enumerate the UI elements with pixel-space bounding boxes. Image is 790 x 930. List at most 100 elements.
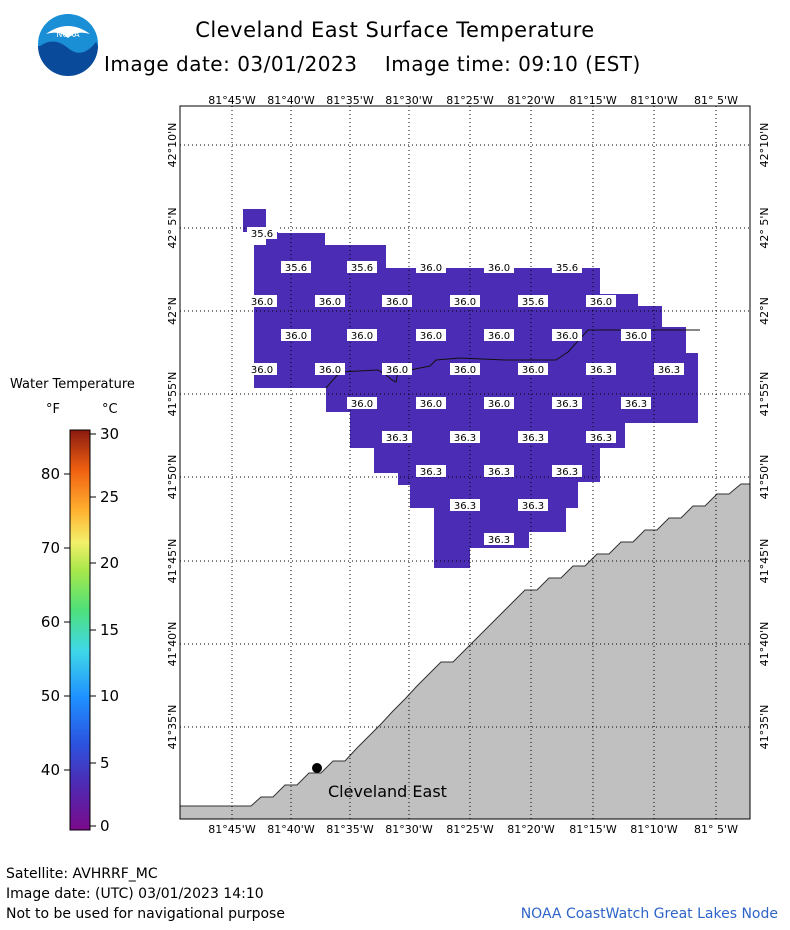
temperature-label: 36.3 <box>518 431 548 444</box>
latitude-label-right: 42° 5'N <box>758 207 771 248</box>
longitude-label-bottom: 81°15'W <box>569 823 617 836</box>
temperature-label: 36.0 <box>621 329 651 342</box>
latitude-label-left: 42°10'N <box>166 123 179 168</box>
temperature-label: 36.0 <box>518 363 548 376</box>
svg-text:36.0: 36.0 <box>488 399 510 410</box>
temperature-labels: 35.6 35.6 35.6 36.0 36.0 35.6 36.0 36.0 36.0 36.0… <box>247 227 684 546</box>
image-date: Image date: 03/01/2023 <box>104 52 358 76</box>
temperature-label: 35.6 <box>281 261 311 274</box>
temperature-label: 36.3 <box>382 431 412 444</box>
latitude-label-left: 41°50'N <box>166 455 179 500</box>
svg-text:35.6: 35.6 <box>351 263 373 274</box>
longitude-labels-top: 81°45'W 81°40'W 81°35'W 81°30'W 81°25'W 81°20… <box>208 94 738 107</box>
svg-text:36.3: 36.3 <box>556 399 578 410</box>
svg-text:36.0: 36.0 <box>522 365 544 376</box>
temperature-label: 36.0 <box>484 261 514 274</box>
svg-text:36.3: 36.3 <box>658 365 680 376</box>
latitude-label-right: 41°50'N <box>758 455 771 500</box>
longitude-label-top: 81°20'W <box>507 94 555 107</box>
svg-text:36.0: 36.0 <box>556 331 578 342</box>
map-frame <box>179 105 751 820</box>
longitude-label-bottom: 81°45'W <box>208 823 256 836</box>
credit-link[interactable]: NOAA CoastWatch Great Lakes Node <box>520 906 778 922</box>
celsius-tick-label: 15 <box>100 621 119 639</box>
lake-water-region <box>180 209 750 819</box>
svg-text:36.0: 36.0 <box>319 297 341 308</box>
image-datetime: Image date: 03/01/2023 Image time: 09:10… <box>104 52 641 76</box>
temperature-label: 36.0 <box>281 329 311 342</box>
temperature-label: 36.0 <box>382 295 412 308</box>
svg-text:36.0: 36.0 <box>386 297 408 308</box>
temperature-label: 36.3 <box>552 397 582 410</box>
temperature-label: 35.6 <box>247 227 277 240</box>
latitude-label-right: 41°40'N <box>758 622 771 667</box>
longitude-label-top: 81°10'W <box>630 94 678 107</box>
legend-unit-fahrenheit: °F <box>46 402 60 417</box>
fahrenheit-tick-label: 60 <box>41 613 60 631</box>
temperature-label: 36.0 <box>552 329 582 342</box>
svg-text:35.6: 35.6 <box>285 263 307 274</box>
temperature-label: 36.0 <box>484 329 514 342</box>
temperature-label: 36.0 <box>315 363 345 376</box>
svg-text:36.3: 36.3 <box>590 433 612 444</box>
temperature-label: 36.0 <box>450 295 480 308</box>
svg-text:36.3: 36.3 <box>522 433 544 444</box>
latitude-label-right: 42°N <box>758 297 771 325</box>
coastline <box>180 483 750 807</box>
temperature-label: 36.3 <box>654 363 684 376</box>
svg-text:36.0: 36.0 <box>319 365 341 376</box>
longitude-label-bottom: 81°20'W <box>507 823 555 836</box>
svg-text:36.0: 36.0 <box>251 365 273 376</box>
legend-title: Water Temperature <box>10 377 135 392</box>
temperature-label: 36.3 <box>416 465 446 478</box>
longitude-label-bottom: 81°35'W <box>326 823 374 836</box>
svg-text:36.0: 36.0 <box>386 365 408 376</box>
satellite-info: Satellite: AVHRRF_MC <box>6 866 158 882</box>
svg-text:36.0: 36.0 <box>454 365 476 376</box>
temperature-map: 81°45'W 81°40'W 81°35'W 81°30'W 81°25'W 81°20… <box>166 94 771 836</box>
temperature-label: 36.3 <box>552 465 582 478</box>
temperature-label: 35.6 <box>518 295 548 308</box>
latitude-label-left: 41°55'N <box>166 372 179 417</box>
svg-text:36.0: 36.0 <box>251 297 273 308</box>
temperature-label: 36.3 <box>518 499 548 512</box>
longitude-label-bottom: 81°10'W <box>630 823 678 836</box>
latitude-label-right: 42°10'N <box>758 123 771 168</box>
svg-text:36.0: 36.0 <box>351 399 373 410</box>
utc-date-info: Image date: (UTC) 03/01/2023 14:10 <box>6 886 264 902</box>
station-marker[interactable] <box>312 763 322 773</box>
legend-unit-celsius: °C <box>102 402 118 417</box>
temperature-label: 36.0 <box>347 397 377 410</box>
svg-text:36.3: 36.3 <box>625 399 647 410</box>
temperature-label: 36.0 <box>484 397 514 410</box>
longitude-label-bottom: 81°25'W <box>446 823 494 836</box>
svg-text:36.0: 36.0 <box>488 263 510 274</box>
latitude-label-right: 41°35'N <box>758 705 771 750</box>
svg-text:36.3: 36.3 <box>454 433 476 444</box>
temperature-label: 36.0 <box>586 295 616 308</box>
land-region <box>180 484 750 819</box>
longitude-label-top: 81°25'W <box>446 94 494 107</box>
longitude-label-top: 81° 5'W <box>694 94 738 107</box>
temperature-label: 36.3 <box>586 363 616 376</box>
fahrenheit-tick-label: 50 <box>41 687 60 705</box>
graticule <box>180 106 750 819</box>
celsius-tick-label: 5 <box>100 754 110 772</box>
temperature-label: 36.0 <box>347 329 377 342</box>
temperature-label: 36.0 <box>450 363 480 376</box>
latitude-label-right: 41°45'N <box>758 539 771 584</box>
svg-text:36.3: 36.3 <box>488 467 510 478</box>
temperature-label: 36.3 <box>484 465 514 478</box>
fahrenheit-tick-label: 80 <box>41 465 60 483</box>
svg-text:36.3: 36.3 <box>522 501 544 512</box>
image-time: Image time: 09:10 (EST) <box>384 52 641 76</box>
celsius-tick-label: 30 <box>100 425 119 443</box>
latitude-labels-left: 42°10'N 42° 5'N 42°N 41°55'N 41°50'N 41°45'N 4… <box>166 123 179 750</box>
longitude-label-bottom: 81°40'W <box>267 823 315 836</box>
temperature-label: 36.0 <box>416 397 446 410</box>
longitude-label-top: 81°30'W <box>385 94 433 107</box>
svg-text:36.3: 36.3 <box>454 501 476 512</box>
latitude-label-left: 41°45'N <box>166 539 179 584</box>
temperature-label: 36.3 <box>621 397 651 410</box>
